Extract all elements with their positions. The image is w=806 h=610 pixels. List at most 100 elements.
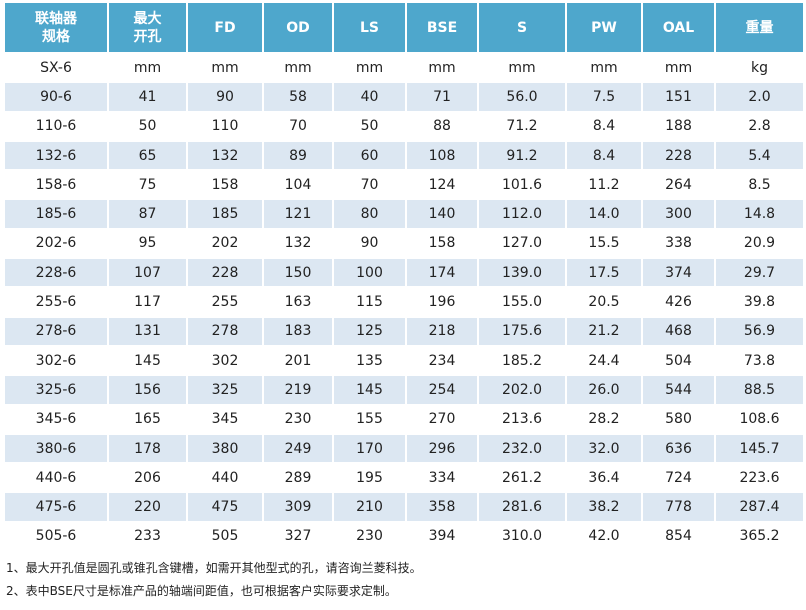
table-cell: 104: [264, 171, 332, 199]
table-cell: 228-6: [5, 259, 107, 287]
table-row: 228-6 107 228 150 100 174 139.0 17.5 374 29.7: [5, 259, 803, 287]
table-cell: mm: [479, 54, 565, 82]
table-cell: mm: [109, 54, 186, 82]
table-cell: 228: [188, 259, 262, 287]
header-text: 联轴器: [35, 10, 77, 27]
table-cell: 145: [334, 376, 405, 404]
table-cell: 145.7: [716, 434, 803, 463]
header-text: PW: [591, 19, 617, 36]
table-row: 278-6 131 278 183 125 218 175.6 21.2 468 56.9: [5, 317, 803, 345]
table-cell: 71: [407, 83, 477, 111]
table-cell: 261.2: [479, 464, 565, 492]
table-cell: mm: [334, 54, 405, 82]
table-cell: 310.0: [479, 522, 565, 551]
note: 2、表中BSE尺寸是标准产品的轴端间距值，也可根据客户实际要求定制。: [6, 584, 397, 598]
table-cell: 100: [334, 259, 405, 287]
table-row: 255-6 117 255 163 115 196 155.0 20.5 426 39.8: [5, 288, 803, 316]
table-cell: 278: [188, 317, 262, 345]
note: 1、最大开孔值是圆孔或锥孔含键槽，如需开其他型式的孔，请咨询兰菱科技。: [6, 561, 422, 575]
table-cell: 505: [188, 522, 262, 551]
header-cell: OAL: [643, 3, 714, 52]
table-cell: 201: [264, 346, 332, 375]
table-row: 380-6 178 380 249 170 296 232.0 32.0 636 145.7: [5, 434, 803, 463]
table-cell: 26.0: [567, 376, 641, 404]
table-cell: 505-6: [5, 522, 107, 551]
table-cell: 778: [643, 493, 714, 521]
header-cell: 重量: [716, 3, 803, 52]
header-text: 规格: [42, 28, 70, 45]
table-cell: 39.8: [716, 288, 803, 316]
table-cell: 90: [188, 83, 262, 111]
table-row: 90-6 41 90 58 40 71 56.0 7.5 151 2.0: [5, 83, 803, 111]
table-cell: 234: [407, 346, 477, 375]
header-text: LS: [359, 19, 379, 36]
table-row: 132-6 65 132 89 60 108 91.2 8.4 228 5.4: [5, 141, 803, 170]
table-cell: 264: [643, 171, 714, 199]
table-cell: 380-6: [5, 434, 107, 463]
table-cell: 89: [264, 141, 332, 170]
table-cell: 223.6: [716, 464, 803, 492]
table-cell: 230: [334, 522, 405, 551]
table-cell: 108.6: [716, 405, 803, 433]
table-cell: 38.2: [567, 493, 641, 521]
table-cell: 127.0: [479, 229, 565, 258]
table-row: SX-6 mm mm mm mm mm mm mm mm kg: [5, 54, 803, 82]
table-cell: 24.4: [567, 346, 641, 375]
table-cell: 475-6: [5, 493, 107, 521]
table-cell: 139.0: [479, 259, 565, 287]
table-cell: 17.5: [567, 259, 641, 287]
header-row: 联轴器 规格 最大 开孔 FD OD LS BSE S PW OAL 重量: [5, 3, 803, 52]
header-cell: 最大 开孔: [109, 3, 186, 52]
table-cell: 158: [188, 171, 262, 199]
table-cell: 163: [264, 288, 332, 316]
table-cell: 15.5: [567, 229, 641, 258]
table-cell: 228: [643, 141, 714, 170]
table-cell: 270: [407, 405, 477, 433]
header-text: 重量: [745, 19, 774, 36]
table-cell: 80: [334, 200, 405, 228]
table-cell: 108: [407, 141, 477, 170]
table-cell: SX-6: [5, 54, 107, 82]
table-row: 505-6 233 505 327 230 394 310.0 42.0 854 365.2: [5, 522, 803, 551]
table-cell: 158: [407, 229, 477, 258]
table-cell: 544: [643, 376, 714, 404]
spec-table: 联轴器 规格 最大 开孔 FD OD LS BSE S PW OAL 重量 SX-6 mm mm mm mm m…: [3, 1, 805, 552]
table-cell: 195: [334, 464, 405, 492]
table-cell: 218: [407, 317, 477, 345]
table-cell: 29.7: [716, 259, 803, 287]
table-cell: 345-6: [5, 405, 107, 433]
table-cell: 278-6: [5, 317, 107, 345]
table-cell: 289: [264, 464, 332, 492]
table-cell: 21.2: [567, 317, 641, 345]
table-cell: 140: [407, 200, 477, 228]
header-cell: LS: [334, 3, 405, 52]
table-cell: 327: [264, 522, 332, 551]
table-cell: 254: [407, 376, 477, 404]
table-cell: 281.6: [479, 493, 565, 521]
table-cell: 185: [188, 200, 262, 228]
table-cell: 255: [188, 288, 262, 316]
table-cell: mm: [188, 54, 262, 82]
table-cell: 112.0: [479, 200, 565, 228]
header-text: 开孔: [133, 28, 162, 45]
table-cell: 90: [334, 229, 405, 258]
table-cell: 36.4: [567, 464, 641, 492]
header-text: OD: [286, 19, 310, 36]
table-cell: 101.6: [479, 171, 565, 199]
table-cell: 426: [643, 288, 714, 316]
table-cell: 11.2: [567, 171, 641, 199]
table-cell: 117: [109, 288, 186, 316]
table-cell: 110: [188, 112, 262, 140]
table-cell: 358: [407, 493, 477, 521]
table-cell: 202: [188, 229, 262, 258]
table-cell: 287.4: [716, 493, 803, 521]
table-cell: 56.9: [716, 317, 803, 345]
table-cell: 183: [264, 317, 332, 345]
header-cell: BSE: [407, 3, 477, 52]
table-cell: 232.0: [479, 434, 565, 463]
header-cell: 联轴器 规格: [5, 3, 107, 52]
table-cell: 309: [264, 493, 332, 521]
table-cell: 32.0: [567, 434, 641, 463]
table-cell: 2.8: [716, 112, 803, 140]
table-cell: 73.8: [716, 346, 803, 375]
